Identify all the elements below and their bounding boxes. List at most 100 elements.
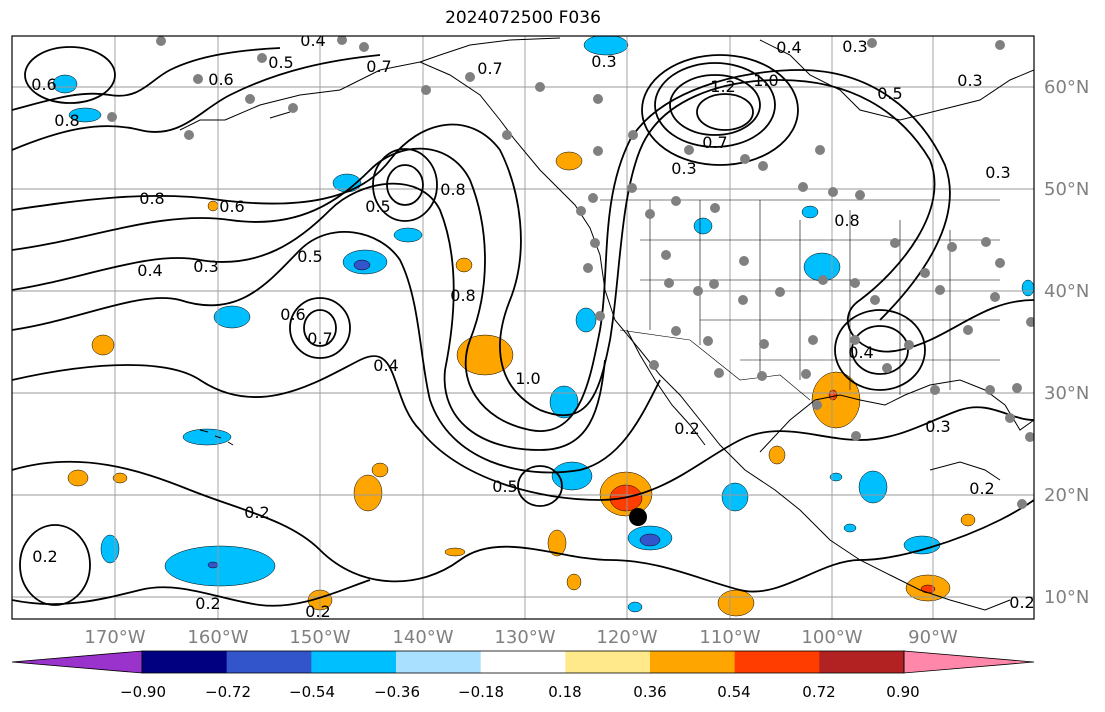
contour-label: 0.2: [969, 479, 994, 498]
station-dot: [808, 335, 818, 345]
contour-label: 0.3: [193, 257, 218, 276]
shade-blob: [393, 227, 423, 243]
station-dot: [156, 36, 166, 46]
station-dot: [193, 74, 203, 84]
contour-closed: [517, 465, 563, 507]
station-dot: [801, 369, 811, 379]
station-dot: [738, 295, 748, 305]
contour-label: 0.6: [208, 70, 233, 89]
storm-center-marker: [629, 508, 647, 526]
station-dot: [904, 340, 914, 350]
us-mexico-border: [619, 329, 811, 401]
station-dot: [930, 385, 940, 395]
station-dot: [851, 431, 861, 441]
station-dot: [645, 209, 655, 219]
station-dot: [850, 335, 860, 345]
station-dot: [812, 400, 822, 410]
shade-blob: [353, 474, 383, 512]
colorbar-tick-label: −0.90: [120, 683, 166, 701]
colorbar-tick-label: −0.36: [374, 683, 420, 701]
station-dot: [935, 285, 945, 295]
station-dot: [709, 279, 719, 289]
contour-label: 0.6: [280, 305, 305, 324]
station-dot: [867, 38, 877, 48]
station-dot: [703, 336, 713, 346]
colorbar-tick-label: 0.72: [802, 683, 835, 701]
contour-label: 0.7: [366, 57, 391, 76]
shade-blob: [721, 482, 749, 512]
gulf-coastline: [759, 379, 1034, 453]
station-dot: [337, 36, 347, 45]
contour-line: [12, 579, 371, 607]
contour-label: 0.5: [268, 53, 293, 72]
station-dot: [963, 325, 973, 335]
contour-lines: [12, 46, 1034, 607]
station-dot: [1005, 413, 1015, 423]
colorbar-bin: [734, 651, 820, 673]
contour-line: [12, 79, 1034, 417]
shade-blob: [903, 535, 941, 555]
shade-blob: [207, 200, 219, 212]
lat-label: 60°N: [1044, 77, 1089, 98]
station-dot: [1012, 383, 1022, 393]
station-dot: [855, 190, 865, 200]
contour-label: 0.2: [32, 547, 57, 566]
station-dot: [628, 130, 638, 140]
contour-line: [12, 182, 606, 451]
shade-blob: [213, 305, 251, 329]
station-dot: [757, 371, 767, 381]
contour-label: 0.2: [674, 419, 699, 438]
lat-label: 40°N: [1044, 281, 1089, 302]
hawaii-islands: [199, 429, 234, 446]
shade-blob: [456, 334, 514, 376]
station-dot: [595, 311, 605, 321]
contour-line: [12, 54, 381, 151]
shade-blob: [858, 470, 888, 504]
contour-label: 0.4: [848, 343, 873, 362]
station-dot: [661, 250, 671, 260]
station-dot: [981, 237, 991, 247]
contour-label: 0.4: [776, 38, 801, 57]
shade-blob: [843, 523, 857, 533]
station-dot: [671, 326, 681, 336]
shade-blob: [1021, 279, 1034, 297]
shade-blob: [551, 461, 593, 491]
contour-label: 0.4: [373, 356, 398, 375]
contour-line: [12, 69, 951, 432]
station-dot: [710, 203, 720, 213]
station-dot: [882, 363, 892, 373]
contour-closed: [289, 297, 351, 359]
lon-label: 90°W: [908, 627, 958, 648]
station-dot: [664, 278, 674, 288]
contour-label: 0.8: [834, 211, 859, 230]
station-dot: [107, 112, 117, 122]
shade-blob: [801, 205, 819, 219]
contour-label: 0.4: [300, 31, 325, 50]
contour-labels: 0.4 0.3 0.5 0.6 0.8 0.7 0.3 0.7 0.4 0.6 …: [31, 31, 1034, 619]
station-dot: [995, 40, 1005, 50]
station-dot: [693, 286, 703, 296]
latitude-labels: 60°N 50°N 40°N 30°N 20°N 10°N: [1044, 77, 1089, 608]
alaska-coastline: [179, 37, 561, 131]
station-dot: [818, 275, 828, 285]
contour-closed: [24, 46, 116, 104]
colorbar-extend-max: [903, 650, 1035, 674]
contour-line: [12, 460, 1034, 593]
shade-blob: [91, 334, 115, 356]
colorbar-tick-label: 0.54: [717, 683, 750, 701]
station-dot: [583, 263, 593, 273]
cuba-outline: [929, 461, 1001, 481]
shade-blob: [182, 428, 232, 446]
contour-closed: [669, 74, 761, 136]
station-dot: [593, 94, 603, 104]
colorbar-bin: [565, 651, 651, 673]
colorbar-tick-label: 0.18: [548, 683, 581, 701]
contour-label: 0.3: [925, 417, 950, 436]
contour-line: [12, 355, 1034, 501]
map-background: [12, 36, 1034, 619]
shade-blob: [811, 371, 861, 429]
station-dot: [576, 206, 586, 216]
colorbar-bin: [142, 651, 228, 673]
shaded-regions: [52, 36, 1034, 617]
